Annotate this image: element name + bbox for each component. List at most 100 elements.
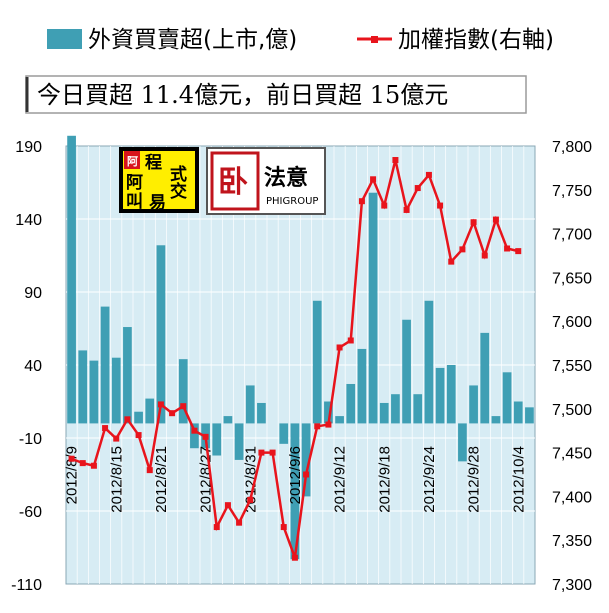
- bar-0: [67, 135, 76, 424]
- line-point-30: [403, 206, 410, 213]
- line-point-31: [414, 185, 421, 192]
- x-tick-label: 2012/8/31: [242, 446, 259, 513]
- line-point-25: [347, 337, 354, 344]
- bar-5: [123, 327, 132, 424]
- logo-phigroup-sub: PHIGROUP: [266, 196, 318, 207]
- line-point-37: [481, 252, 488, 259]
- bar-8: [156, 245, 166, 424]
- left-tick-label: -60: [19, 504, 42, 521]
- line-point-16: [247, 496, 254, 503]
- bar-11: [190, 423, 199, 449]
- logo-phigroup-main: 法意: [264, 165, 308, 191]
- line-point-38: [492, 216, 499, 223]
- line-point-2: [90, 462, 97, 469]
- x-tick-label: 2012/10/4: [510, 446, 527, 513]
- gridlines: [66, 146, 535, 584]
- right-tick-label: 7,450: [552, 446, 592, 463]
- bar-36: [469, 385, 478, 424]
- line-series: [68, 157, 522, 561]
- line-point-26: [358, 198, 365, 205]
- svg-text:阿: 阿: [127, 154, 138, 168]
- svg-text:叫: 叫: [126, 192, 143, 212]
- bar-3: [100, 306, 110, 424]
- line-point-32: [425, 171, 432, 178]
- line-point-24: [336, 344, 343, 351]
- line-point-28: [381, 202, 388, 209]
- line-point-34: [448, 258, 455, 265]
- bar-20: [290, 423, 300, 560]
- x-tick-label: 2012/8/21: [153, 446, 170, 513]
- svg-text:易: 易: [149, 193, 166, 213]
- line-point-15: [236, 519, 243, 526]
- right-tick-label: 7,700: [552, 227, 592, 244]
- bar-31: [413, 394, 423, 424]
- right-tick-label: 7,500: [552, 402, 592, 419]
- summary-text: 今日買超 11.4億元，前日買超 15億元: [37, 81, 448, 109]
- line-point-0: [68, 455, 75, 462]
- line-point-21: [303, 471, 310, 478]
- right-tick-label: 7,350: [552, 533, 592, 550]
- x-tick-label: 2012/9/12: [332, 446, 349, 513]
- left-tick-label: -10: [19, 431, 42, 448]
- svg-text:卧: 卧: [218, 165, 248, 200]
- bar-6: [134, 411, 143, 424]
- legend-line-label: 加權指數(右軸): [398, 27, 554, 53]
- summary-box: [25, 75, 527, 114]
- left-tick-label: 190: [15, 139, 42, 156]
- bar-19: [279, 423, 289, 444]
- bar-17: [257, 402, 266, 424]
- svg-text:程: 程: [145, 153, 162, 173]
- line-point-7: [146, 467, 153, 474]
- right-tick-label: 7,400: [552, 489, 592, 506]
- bar-26: [357, 348, 367, 424]
- bar-23: [324, 401, 333, 424]
- bar-22: [312, 300, 322, 424]
- line-point-39: [504, 245, 511, 252]
- bar-15: [234, 423, 244, 460]
- line-point-1: [79, 460, 86, 467]
- x-tick-label: 2012/8/15: [108, 446, 125, 513]
- bar-34: [446, 365, 456, 424]
- line-point-19: [280, 524, 287, 531]
- right-tick-label: 7,650: [552, 270, 592, 287]
- bar-1: [78, 350, 88, 424]
- legend-bar-swatch: [47, 29, 82, 49]
- line-point-18: [269, 449, 276, 456]
- x-axis-labels: 2012/8/9 2012/8/15 2012/8/21 2012/8/27 2012/…: [64, 446, 528, 513]
- line-point-20: [291, 554, 298, 561]
- bar-37: [480, 332, 490, 424]
- line-point-29: [392, 157, 399, 164]
- bar-30: [402, 319, 411, 424]
- right-tick-label: 7,800: [552, 139, 592, 156]
- left-axis-ticks: 190 140 90 40 -10 -60 -110: [11, 139, 42, 594]
- legend-bar-label: 外資買賣超(上市,億): [88, 27, 297, 53]
- bar-24: [335, 416, 344, 424]
- line-point-27: [370, 176, 377, 183]
- line-point-12: [202, 433, 209, 440]
- left-tick-label: 90: [24, 285, 42, 302]
- x-tick-label: 2012/9/18: [376, 446, 393, 513]
- bar-7: [145, 398, 155, 424]
- bar-28: [379, 402, 389, 424]
- bar-21: [301, 423, 311, 497]
- right-tick-label: 7,300: [552, 577, 592, 594]
- line-point-6: [135, 432, 142, 439]
- line-point-9: [169, 410, 176, 417]
- svg-text:式: 式: [170, 164, 187, 185]
- logo-phigroup: 卧 法意 PHIGROUP: [206, 147, 326, 215]
- line-point-13: [213, 524, 220, 531]
- bar-39: [502, 372, 512, 424]
- x-tick-label: 2012/8/27: [198, 446, 215, 513]
- line-point-17: [258, 449, 265, 456]
- logo-program-trading: 阿 程 式 阿 交 叫 易: [119, 147, 199, 213]
- x-tick-label: 2012/9/6: [287, 446, 304, 504]
- svg-text:交: 交: [170, 181, 187, 202]
- line-point-11: [191, 427, 198, 434]
- right-axis-ticks: 7,800 7,750 7,700 7,650 7,600 7,550 7,500 7,450…: [552, 139, 592, 594]
- right-tick-label: 7,550: [552, 358, 592, 375]
- line-point-10: [180, 403, 187, 410]
- svg-text:阿: 阿: [126, 173, 143, 193]
- line-point-36: [470, 219, 477, 226]
- line-point-35: [459, 246, 466, 253]
